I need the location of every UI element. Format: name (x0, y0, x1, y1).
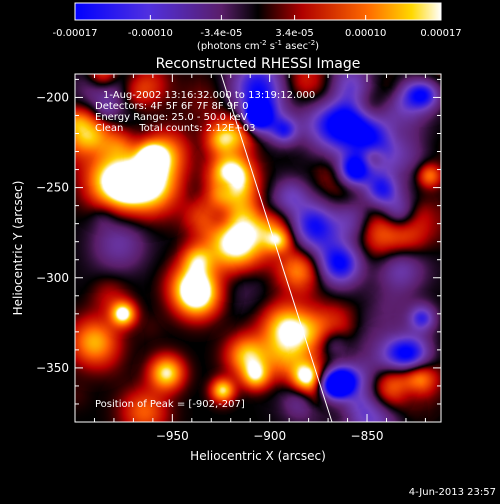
y-tick-label: −200 (36, 90, 69, 104)
y-tick-label: −250 (36, 181, 69, 195)
y-tick-label: −300 (36, 271, 69, 285)
x-axis: −950 −900 −850 (93, 74, 426, 443)
colorbar: -0.00017 -0.00010 -3.4e-05 3.4e-05 0.00010 0.… (53, 2, 462, 52)
colorbar-gradient (74, 2, 442, 21)
x-tick-label: −900 (253, 429, 286, 443)
colorbar-tick-label: -0.00010 (128, 28, 173, 39)
annotation-clean-counts: Clean Total counts: 2.12E+03 (95, 123, 255, 134)
plot-frame (74, 73, 442, 423)
annotation-detectors: Detectors: 4F 5F 6F 7F 8F 9F 0 (95, 101, 248, 112)
annotation-peak-position: Position of Peak = [-902,-207] (95, 399, 245, 410)
heatmap-image (75, 74, 441, 422)
colorbar-tick-label: -0.00017 (53, 28, 98, 39)
annotation-energy-range: Energy Range: 25.0 - 50.0 keV (95, 112, 248, 123)
x-axis-label: Heliocentric X (arcsec) (190, 449, 326, 463)
solar-limb-line (220, 74, 333, 422)
x-tick-label: −850 (351, 429, 384, 443)
footer-date: 4-Jun-2013 23:57 (409, 487, 496, 498)
y-axis: −200 −250 −300 −350 (36, 78, 441, 405)
annotation-time-range: 1-Aug-2002 13:16:32.000 to 13:19:12.000 (103, 90, 315, 101)
colorbar-units: (photons cm-2 s-1 asec-2) (197, 39, 319, 52)
y-tick-label: −350 (36, 361, 69, 375)
colorbar-tick-label: 3.4e-05 (275, 28, 313, 39)
chart-title: Reconstructed RHESSI Image (156, 56, 361, 72)
y-axis-label: Heliocentric Y (arcsec) (11, 181, 25, 316)
colorbar-tick-label: 0.00010 (345, 28, 386, 39)
colorbar-tick-label: 0.00017 (420, 28, 461, 39)
x-tick-label: −950 (156, 429, 189, 443)
colorbar-tick-label: -3.4e-05 (200, 28, 242, 39)
annotation-block: 1-Aug-2002 13:16:32.000 to 13:19:12.000 … (95, 90, 315, 410)
